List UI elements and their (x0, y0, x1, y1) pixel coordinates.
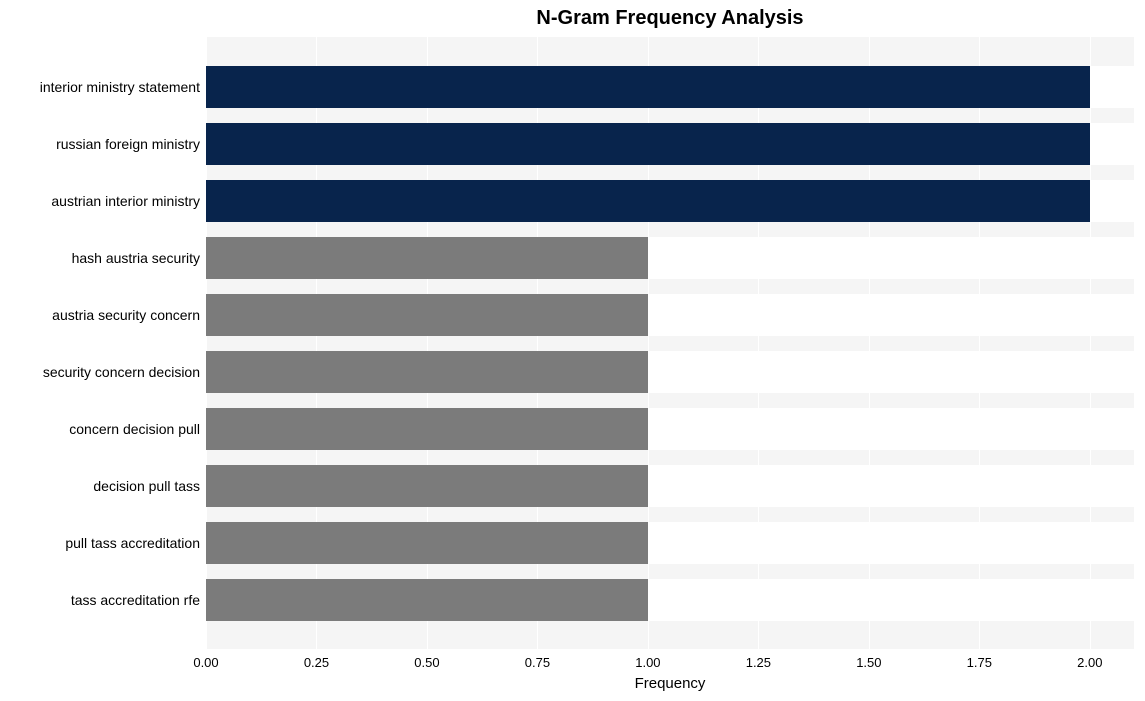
bar (206, 66, 1090, 108)
row-stripe (206, 108, 1134, 123)
y-tick-label: tass accreditation rfe (0, 592, 200, 608)
x-tick-label: 0.75 (525, 655, 550, 670)
x-tick-label: 1.00 (635, 655, 660, 670)
bar (206, 408, 648, 450)
x-gridline (1090, 37, 1091, 649)
row-stripe (206, 222, 1134, 237)
row-stripe (206, 507, 1134, 522)
y-tick-label: security concern decision (0, 364, 200, 380)
x-tick-label: 0.25 (304, 655, 329, 670)
row-stripe (206, 165, 1134, 180)
x-axis-title: Frequency (206, 675, 1134, 692)
bar (206, 294, 648, 336)
chart-title: N-Gram Frequency Analysis (98, 7, 1145, 30)
row-stripe (206, 279, 1134, 294)
y-tick-label: pull tass accreditation (0, 535, 200, 551)
x-tick-label: 0.50 (414, 655, 439, 670)
row-stripe (206, 37, 1134, 66)
bar (206, 579, 648, 621)
row-stripe (206, 336, 1134, 351)
row-stripe (206, 450, 1134, 465)
x-axis-tick-labels: 0.000.250.500.751.001.251.501.752.00 (206, 655, 1134, 675)
plot-area (206, 37, 1134, 649)
bar (206, 465, 648, 507)
bar (206, 237, 648, 279)
y-tick-label: decision pull tass (0, 478, 200, 494)
y-tick-label: austria security concern (0, 307, 200, 323)
x-tick-label: 0.00 (193, 655, 218, 670)
bar (206, 123, 1090, 165)
row-stripe (206, 564, 1134, 579)
ngram-chart: N-Gram Frequency Analysis interior minis… (0, 0, 1145, 701)
bar (206, 522, 648, 564)
y-axis-labels: interior ministry statement russian forei… (0, 37, 200, 649)
x-tick-label: 1.50 (856, 655, 881, 670)
x-tick-label: 2.00 (1077, 655, 1102, 670)
row-stripe (206, 393, 1134, 408)
bar (206, 180, 1090, 222)
y-tick-label: hash austria security (0, 250, 200, 266)
bar (206, 351, 648, 393)
x-tick-label: 1.25 (746, 655, 771, 670)
x-tick-label: 1.75 (967, 655, 992, 670)
y-tick-label: austrian interior ministry (0, 193, 200, 209)
y-tick-label: interior ministry statement (0, 79, 200, 95)
y-tick-label: russian foreign ministry (0, 136, 200, 152)
row-stripe (206, 621, 1134, 649)
y-tick-label: concern decision pull (0, 421, 200, 437)
